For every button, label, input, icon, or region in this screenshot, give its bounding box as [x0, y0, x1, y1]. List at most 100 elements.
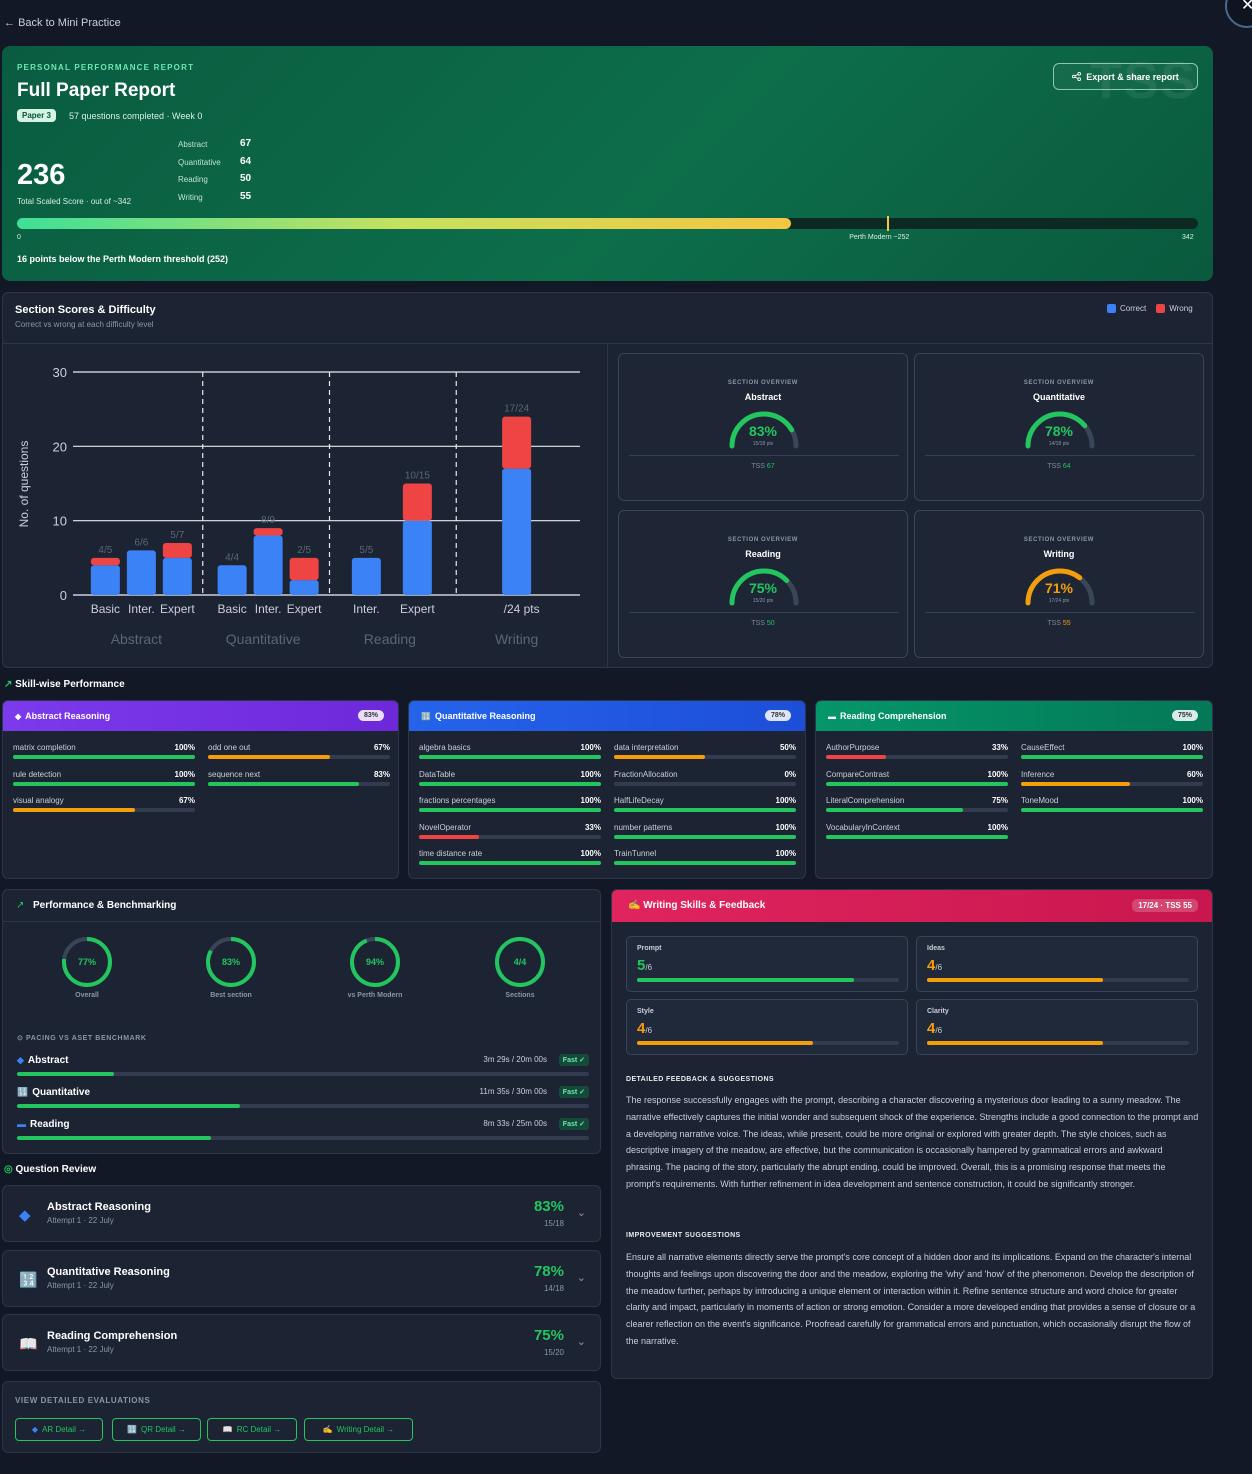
skill-bar-fill — [826, 834, 1008, 839]
review-name: Quantitative Reasoning — [47, 1265, 170, 1278]
skill-panel-title: Reading Comprehension — [840, 711, 947, 721]
skill-bar-track — [208, 755, 390, 759]
data-label: 5/7 — [170, 530, 184, 541]
hero-panel: TSS PERSONAL PERFORMANCE REPORT Full Pap… — [2, 46, 1213, 281]
y-axis-label: No. of questions — [17, 441, 31, 528]
writing-score-name: Style — [637, 1008, 654, 1015]
pacing-title-label: PACING VS ASET BENCHMARK — [26, 1035, 147, 1042]
ring-fill — [206, 937, 256, 987]
overview-name: Reading — [745, 549, 781, 559]
detail-link[interactable]: 📖 RC Detail → — [207, 1418, 297, 1441]
section-score-name: Reading — [178, 175, 208, 184]
pacing-badge: Fast ✓ — [558, 1054, 589, 1066]
bar-correct — [402, 520, 432, 595]
skill-bar-track — [419, 755, 601, 759]
review-name: Reading Comprehension — [47, 1330, 178, 1342]
pacing-name: 🔢 Quantitative — [17, 1087, 90, 1098]
skill-bar-fill — [419, 861, 601, 865]
skill-label: number patterns — [614, 822, 673, 832]
detail-link-label: RC Detail → — [236, 1425, 282, 1434]
skill-bar-fill — [419, 834, 480, 839]
ring-label: Sections — [505, 992, 535, 999]
pacing-track — [17, 1104, 589, 1108]
gauge-fill — [729, 568, 799, 606]
question-review-item[interactable]: 🔢 Quantitative Reasoning Attempt 1 · 22 Ju… — [2, 1249, 601, 1307]
skill-value: 33% — [991, 743, 1008, 752]
skill-value: 100% — [775, 822, 796, 832]
section-score-value: 55 — [240, 191, 252, 202]
skill-bar-fill — [614, 808, 796, 812]
writing-score-fill — [637, 1041, 813, 1045]
review-score: 15/20 — [543, 1348, 564, 1357]
question-review-item[interactable]: ◆ Abstract Reasoning Attempt 1 · 22 July 83… — [2, 1185, 601, 1242]
writing-score-name: Clarity — [927, 1008, 949, 1015]
overview-percent: 83% — [748, 423, 778, 439]
skill-row: Inference 60% — [1021, 770, 1203, 792]
writing-score: 4/6 — [637, 1020, 652, 1037]
bar-correct — [217, 565, 247, 595]
skill-row: ToneMood 100% — [1021, 796, 1203, 818]
ring-fill — [350, 937, 400, 987]
writing-score-max: /6 — [645, 1026, 653, 1035]
skill-bar-fill — [13, 781, 195, 786]
skill-label: AuthorPurpose — [826, 743, 880, 752]
x-tick-label: Inter. — [255, 602, 282, 616]
overview-gauge — [1025, 411, 1095, 449]
writing-score-max: /6 — [935, 963, 943, 972]
pacing-time: 8m 33s / 25m 00s — [483, 1119, 547, 1128]
skill-bar-fill — [419, 781, 601, 786]
legend-swatch-correct — [1107, 304, 1116, 313]
skill-label: Inference — [1021, 769, 1055, 779]
detail-link[interactable]: ◆ AR Detail → — [15, 1418, 103, 1441]
skill-bar-track — [1021, 781, 1203, 786]
skill-bar-track — [826, 755, 1008, 759]
section-overview-card: SECTION OVERVIEW Writing 71% 17/24 pts TSS 5… — [914, 510, 1204, 658]
skill-bar-track — [13, 781, 195, 786]
skill-value: 75% — [991, 796, 1008, 805]
chevron-down-icon[interactable]: ⌄ — [576, 1207, 586, 1219]
diamond-icon: ◆ — [19, 1207, 31, 1224]
skill-row: algebra basics 100% — [419, 743, 601, 765]
detail-link[interactable]: 🔢 QR Detail → — [112, 1418, 201, 1441]
data-label: 4/5 — [98, 545, 112, 556]
overview-tss: TSS 67 — [619, 463, 907, 470]
data-label: 2/5 — [297, 545, 311, 556]
chevron-down-icon[interactable]: ⌄ — [576, 1336, 586, 1348]
skill-value: 60% — [1186, 769, 1203, 779]
skill-bar-fill — [208, 781, 360, 786]
skill-label: CauseEffect — [1021, 743, 1065, 752]
divider — [629, 612, 899, 613]
skill-value: 83% — [373, 769, 390, 779]
skill-panel: ◆ Abstract Reasoning 83% matrix completion 1… — [2, 700, 399, 879]
overview-name: Abstract — [744, 392, 782, 402]
back-link[interactable]: ← Back to Mini Practice — [4, 17, 121, 29]
questions-completed: 57 questions completed · Week 0 — [69, 111, 203, 121]
section-overview-card: SECTION OVERVIEW Quantitative 78% 14/18 pts… — [914, 353, 1204, 501]
skill-bar-fill — [614, 861, 796, 865]
gauge-fill — [729, 411, 799, 449]
threshold-note: 16 points below the Perth Modern thresho… — [17, 254, 229, 264]
skill-bar-track — [419, 861, 601, 865]
skill-panel: 🔢 Quantitative Reasoning 78% algebra basics… — [408, 700, 806, 879]
skill-row: data interpretation 50% — [614, 743, 796, 765]
section-scores-subtitle: Correct vs wrong at each difficulty leve… — [15, 320, 154, 329]
skill-value: 100% — [775, 796, 796, 805]
skill-label: sequence next — [208, 769, 261, 779]
chevron-down-icon[interactable]: ⌄ — [576, 1271, 586, 1284]
overview-kicker: SECTION OVERVIEW — [727, 380, 799, 386]
question-review-item[interactable]: 📖 Reading Comprehension Attempt 1 · 22 Jul… — [2, 1314, 601, 1371]
skill-panel: ▬ Reading Comprehension 75% AuthorPurpose 33… — [815, 700, 1213, 879]
close-button[interactable]: ✕ — [1225, 0, 1252, 28]
overview-name: Writing — [1043, 549, 1075, 559]
bar-correct — [253, 535, 283, 595]
share-icon — [1072, 72, 1082, 81]
tss-value: 55 — [1062, 620, 1071, 627]
overview-points: 15/20 pts — [752, 598, 774, 604]
export-share-button[interactable]: Export & share report — [1053, 63, 1198, 90]
detail-link[interactable]: ✍ Writing Detail → — [304, 1418, 413, 1441]
detailed-evaluations-title: VIEW DETAILED EVALUATIONS — [15, 1396, 151, 1405]
tss-value: 64 — [1062, 463, 1071, 470]
total-score: 236 — [17, 159, 66, 191]
book-icon: ▬ — [828, 712, 836, 721]
detail-link-label: AR Detail → — [42, 1425, 87, 1434]
